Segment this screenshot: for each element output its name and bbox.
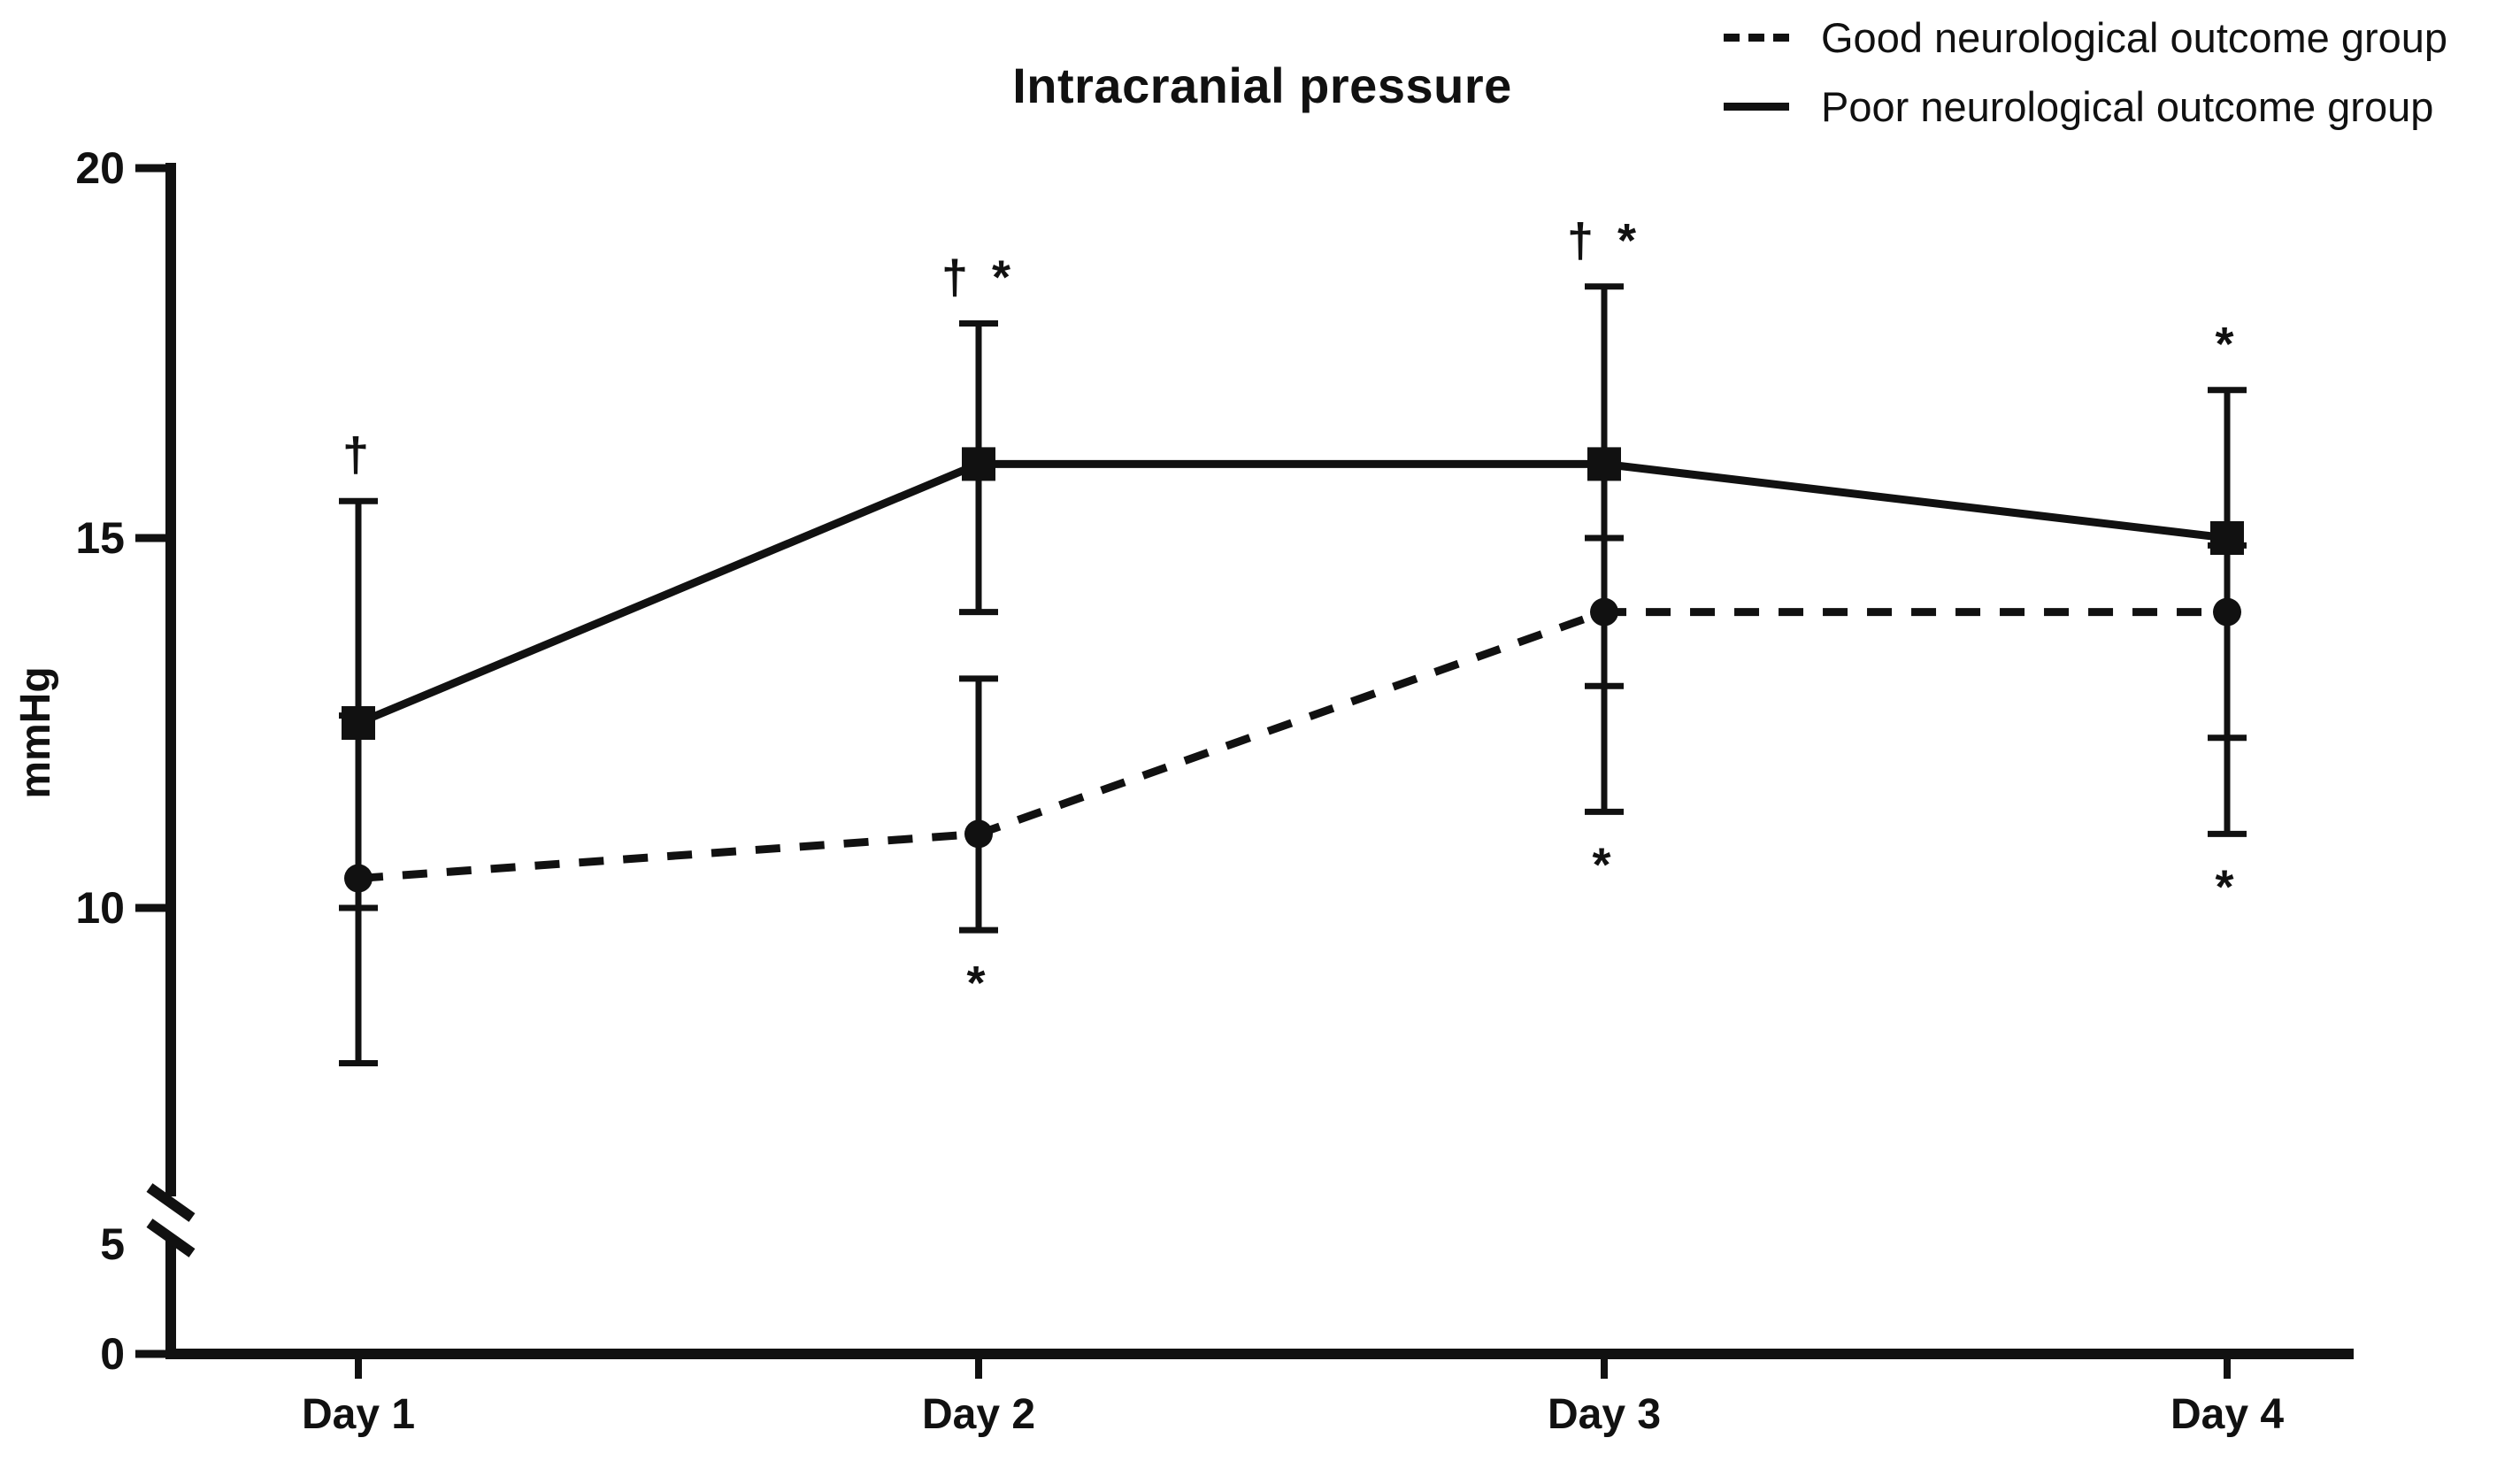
marker-square-poor <box>962 447 995 481</box>
y-tick-label: 10 <box>75 883 125 933</box>
axis-break-slash-icon <box>146 1183 196 1222</box>
x-tick-label: Day 1 <box>302 1391 415 1438</box>
marker-circle-good <box>964 819 993 849</box>
dashed-line-sample-icon <box>1724 33 1789 42</box>
solid-line-sample-icon <box>1724 102 1789 111</box>
x-tick-label: Day 4 <box>2170 1391 2284 1438</box>
significance-annotation: * <box>1592 838 1616 891</box>
legend-item-good: Good neurological outcome group <box>1724 13 2448 61</box>
marker-square-poor <box>1587 447 1621 481</box>
significance-annotation: † * <box>941 251 1016 304</box>
x-tick-label: Day 3 <box>1548 1391 1661 1438</box>
y-axis-title: mmHg <box>12 666 59 798</box>
significance-annotation: * <box>2215 318 2239 371</box>
legend-label-good: Good neurological outcome group <box>1821 13 2448 61</box>
legend: Good neurological outcome group Poor neu… <box>1724 13 2448 130</box>
significance-annotation: * <box>966 957 990 1010</box>
legend-item-poor: Poor neurological outcome group <box>1724 82 2447 130</box>
series-line-good <box>357 608 2227 883</box>
y-tick-label: 15 <box>75 513 125 563</box>
x-tick-label: Day 2 <box>922 1391 1035 1438</box>
y-tick-label: 0 <box>100 1329 125 1379</box>
axis-break-slash-icon <box>146 1219 196 1257</box>
chart-title: Intracranial pressure <box>1012 58 1512 113</box>
significance-annotation: † <box>342 428 374 481</box>
significance-annotation: † * <box>1567 214 1641 267</box>
significance-annotation: * <box>2215 860 2239 913</box>
series-line-poor <box>357 459 2228 727</box>
y-tick-label: 5 <box>100 1219 125 1269</box>
marker-square-poor <box>2210 521 2244 555</box>
y-tick-label: 20 <box>75 143 125 193</box>
marker-square-poor <box>342 706 375 740</box>
legend-label-poor: Poor neurological outcome group <box>1821 82 2434 130</box>
